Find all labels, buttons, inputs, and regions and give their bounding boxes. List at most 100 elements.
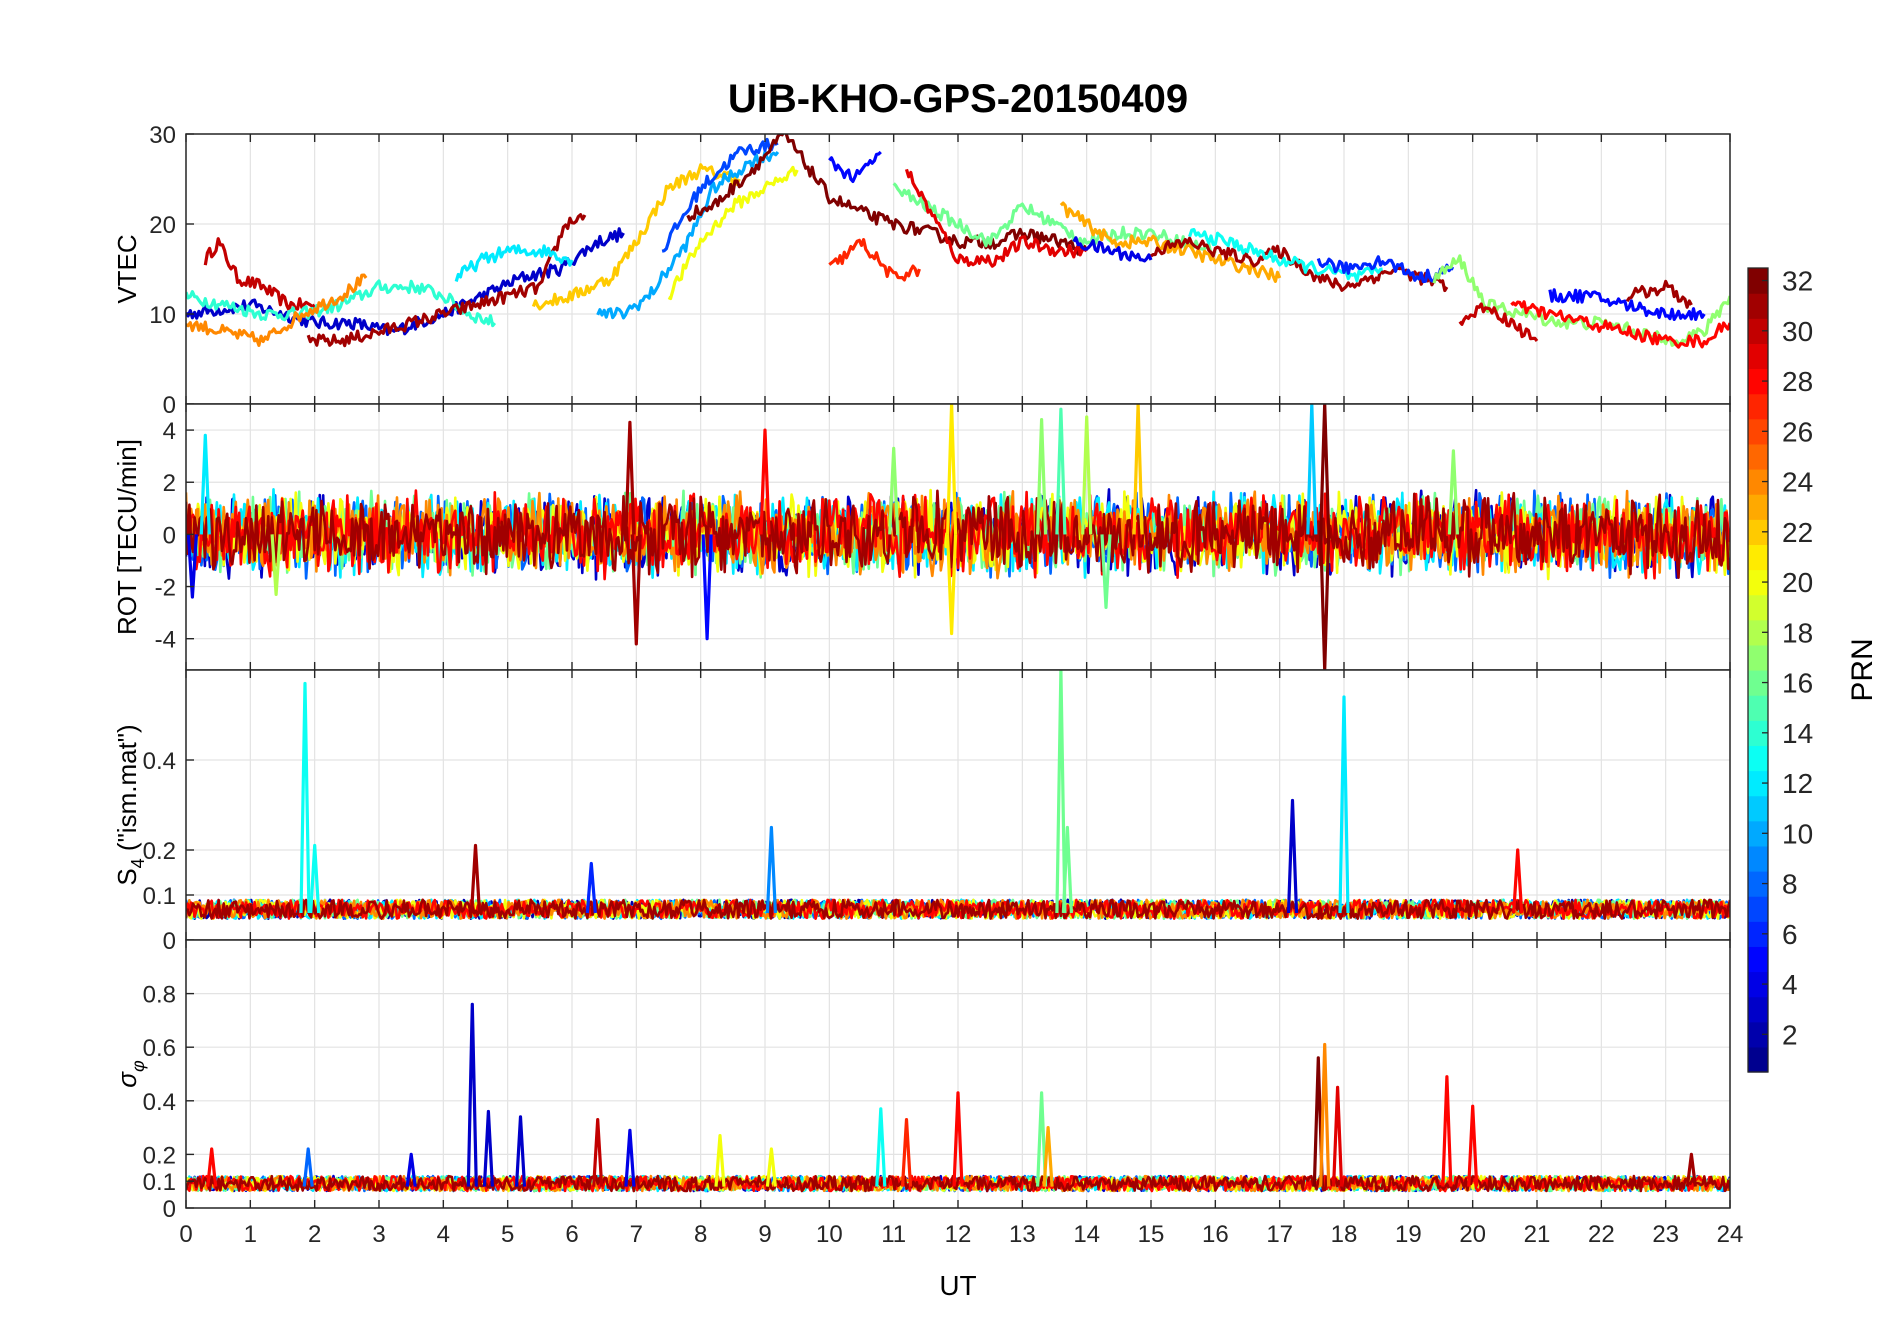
series-line-prn-16 (892, 182, 1217, 257)
spike-mark (469, 843, 482, 914)
colorbar-swatch (1748, 745, 1768, 772)
colorbar-swatch (1748, 921, 1768, 947)
panel-ROT: -4 -2 0 2 4 ROT [TECU/min] (112, 403, 1731, 671)
series-line-prn-31 (186, 1174, 1730, 1193)
colorbar-swatch (1748, 494, 1768, 520)
series-line-prn-20 (667, 165, 799, 301)
series-line-prn-4 (1072, 236, 1153, 263)
spike-mark (765, 1147, 777, 1187)
y-axis-label: S4 ("ism.mat") (112, 724, 148, 885)
spike-mark (1319, 404, 1331, 535)
spike-mark (1132, 404, 1144, 535)
y-tick-label: 0 (163, 522, 176, 549)
spike-mark (1036, 1091, 1048, 1187)
colorbar-tick-label: 16 (1782, 668, 1813, 699)
colorbar-swatch (1748, 871, 1768, 897)
colorbar-tick-label: 24 (1782, 467, 1813, 498)
series-group (186, 1002, 1730, 1193)
x-tick-label: 14 (1073, 1221, 1100, 1248)
series-line-prn-24 (186, 273, 368, 347)
spike-mark (585, 861, 597, 914)
series-line-prn-13 (1188, 228, 1383, 283)
x-tick-label: 0 (179, 1221, 192, 1248)
spike-mark (714, 1133, 726, 1187)
spike-mark (1042, 1125, 1054, 1187)
spike-mark (630, 534, 642, 646)
x-tick-label: 23 (1652, 1221, 1679, 1248)
series-line-prn-5 (1548, 288, 1706, 321)
colorbar-swatch (1748, 619, 1768, 646)
colorbar-swatch (1748, 268, 1768, 294)
colorbar-swatch (1748, 644, 1768, 671)
colorbar-swatch (1748, 343, 1768, 370)
spike-mark (1306, 404, 1318, 535)
colorbar-tick-label: 22 (1782, 517, 1813, 548)
series-line-prn-31 (186, 489, 1730, 580)
colorbar-tick-label: 18 (1782, 617, 1813, 648)
y-tick-label: -4 (155, 627, 176, 654)
colorbar-tick-label: 2 (1782, 1019, 1798, 1050)
panel-sigma_phi: 00.10.2 0.4 0.6 0.8 σφ (112, 939, 1731, 1223)
spike-mark (1467, 1104, 1479, 1187)
series-line-prn-30 (203, 237, 316, 312)
x-tick-label: 7 (630, 1221, 643, 1248)
series-group (186, 134, 1730, 349)
spike-mark (1081, 415, 1093, 535)
colorbar-swatch (1748, 770, 1768, 797)
series-line-prn-31 (1625, 279, 1693, 309)
x-tick-label: 9 (758, 1221, 771, 1248)
series-line-prn-6 (1316, 255, 1455, 284)
colorbar-swatch (1748, 820, 1768, 847)
series-line-prn-28 (1510, 300, 1730, 349)
colorbar-label: PRN (1846, 638, 1879, 701)
x-tick-label: 18 (1331, 1221, 1358, 1248)
colorbar-swatch (1748, 996, 1768, 1023)
panel-S4: 0 0.1 0.2 0.4S4 ("ism.mat") (112, 669, 1731, 955)
x-tick-label: 5 (501, 1221, 514, 1248)
spike-mark (701, 534, 713, 641)
colorbar-swatch (1748, 695, 1768, 721)
spike-mark (405, 1152, 417, 1187)
y-tick-label: 20 (149, 212, 176, 239)
spike-mark (1512, 848, 1524, 914)
y-tick-label: -2 (155, 575, 176, 602)
y-axis-label: ROT [TECU/min] (112, 439, 142, 635)
spike-mark (1100, 534, 1112, 610)
colorbar-tick-label: 8 (1782, 869, 1798, 900)
y-tick-label: 0.4 (143, 748, 176, 775)
spike-mark (302, 1147, 314, 1187)
y-tick-label: 2 (163, 470, 176, 497)
spike-mark (1441, 1075, 1453, 1187)
colorbar-tick-label: 30 (1782, 316, 1813, 347)
colorbar-swatch (1748, 971, 1768, 998)
colorbar-swatch (1748, 670, 1768, 696)
series-line-prn-31 (306, 213, 587, 348)
colorbar-tick-label: 32 (1782, 266, 1813, 297)
x-tick-label: 19 (1395, 1221, 1422, 1248)
x-tick-label: 17 (1266, 1221, 1293, 1248)
series-line-prn-32 (686, 134, 1089, 256)
colorbar-tick-label: 26 (1782, 416, 1813, 447)
spike-mark (888, 446, 900, 535)
colorbar-swatch (1748, 1046, 1768, 1073)
spike-mark (1319, 1042, 1331, 1187)
series-line-prn-5 (828, 150, 882, 183)
x-tick-label: 22 (1588, 1221, 1615, 1248)
series-group (186, 670, 1730, 921)
series-line-prn-23 (1059, 201, 1282, 283)
series-line-prn-27 (828, 238, 921, 282)
spike-mark (946, 404, 958, 535)
colorbar-swatch (1748, 318, 1768, 344)
x-tick-label: 8 (694, 1221, 707, 1248)
spike-mark (624, 1128, 636, 1187)
colorbar-swatch (1748, 443, 1768, 470)
spike-mark (1338, 695, 1350, 914)
colorbar-swatch (1748, 946, 1768, 973)
x-tick-label: 24 (1717, 1221, 1744, 1248)
colorbar-swatch (1748, 293, 1768, 319)
spike-mark (1286, 798, 1299, 914)
spike-mark (1319, 534, 1331, 670)
